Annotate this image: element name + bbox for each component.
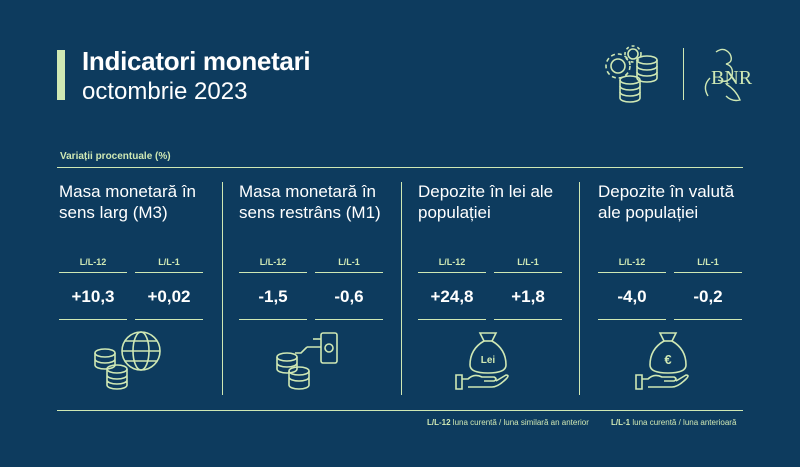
svg-text:BNR: BNR xyxy=(711,67,753,89)
metric-value: +1,8 xyxy=(494,273,562,320)
metric-value: -0,6 xyxy=(315,273,383,320)
gear-coins-icon xyxy=(605,45,658,103)
footer-note-text: luna curentă / luna anterioară xyxy=(632,418,737,427)
metric-label: L/L-1 xyxy=(315,257,383,273)
column-divider xyxy=(579,182,580,395)
top-divider xyxy=(57,167,743,168)
metric-label: L/L-1 xyxy=(674,257,742,273)
metric-mom: L/L-1 -0,2 xyxy=(674,257,742,320)
indicator-m1: Masa monetară în sens restrâns (M1) L/L-… xyxy=(239,181,399,390)
logo-separator xyxy=(683,48,684,100)
footer-note-text: luna curentă / luna similară an anterior xyxy=(452,418,589,427)
footer-note-yoy: L/L-12 luna curentă / luna similară an a… xyxy=(427,418,589,427)
title-accent-bar xyxy=(57,50,65,100)
indicator-title: Masa monetară în sens restrâns (M1) xyxy=(239,182,381,222)
indicator-title: Masa monetară în sens larg (M3) xyxy=(59,182,197,222)
metric-value: +0,02 xyxy=(135,273,203,320)
page-title: Indicatori monetari xyxy=(82,46,311,76)
metric-label: L/L-12 xyxy=(598,257,666,273)
page-subtitle: octombrie 2023 xyxy=(82,78,248,105)
metric-yoy: L/L-12 +10,3 xyxy=(59,257,127,320)
footer-note-key: L/L-1 xyxy=(611,418,631,427)
indicator-lei-deposits: Depozite în lei ale populației L/L-12 +2… xyxy=(418,181,578,390)
column-divider xyxy=(401,182,402,395)
metric-label: L/L-12 xyxy=(59,257,127,273)
footer-note-mom: L/L-1 luna curentă / luna anterioară xyxy=(611,418,736,427)
metric-value: +10,3 xyxy=(59,273,127,320)
bottom-divider xyxy=(57,410,743,411)
metric-mom: L/L-1 +0,02 xyxy=(135,257,203,320)
indicator-title: Depozite în lei ale populației xyxy=(418,182,554,222)
metric-value: -0,2 xyxy=(674,273,742,320)
metric-value: -4,0 xyxy=(598,273,666,320)
metric-row: L/L-12 +24,8 L/L-1 +1,8 xyxy=(418,257,578,320)
bnr-monogram-logo: BNR xyxy=(704,48,753,102)
metric-label: L/L-12 xyxy=(239,257,307,273)
metric-row: L/L-12 +10,3 L/L-1 +0,02 xyxy=(59,257,219,320)
metric-value: +24,8 xyxy=(418,273,486,320)
metric-row: L/L-12 -1,5 L/L-1 -0,6 xyxy=(239,257,399,320)
indicator-title: Depozite în valută ale populației xyxy=(598,182,735,222)
column-divider xyxy=(222,182,223,395)
metric-yoy: L/L-12 -1,5 xyxy=(239,257,307,320)
metric-label: L/L-12 xyxy=(418,257,486,273)
coins-cash-hand-icon xyxy=(276,332,338,390)
metric-yoy: L/L-12 +24,8 xyxy=(418,257,486,320)
metric-label: L/L-1 xyxy=(135,257,203,273)
metric-row: L/L-12 -4,0 L/L-1 -0,2 xyxy=(598,257,758,320)
logo-area: BNR xyxy=(605,45,753,103)
footer-note-key: L/L-12 xyxy=(427,418,451,427)
indicator-m3: Masa monetară în sens larg (M3) L/L-12 +… xyxy=(59,181,219,390)
svg-text:€: € xyxy=(664,352,671,367)
svg-text:Lei: Lei xyxy=(481,355,496,366)
globe-coins-icon xyxy=(94,331,161,390)
section-label: Variații procentuale (%) xyxy=(60,151,171,162)
euro-bag-hand-icon: € xyxy=(635,332,689,390)
metric-mom: L/L-1 -0,6 xyxy=(315,257,383,320)
metric-label: L/L-1 xyxy=(494,257,562,273)
metric-yoy: L/L-12 -4,0 xyxy=(598,257,666,320)
metric-mom: L/L-1 +1,8 xyxy=(494,257,562,320)
indicator-fx-deposits: Depozite în valută ale populației L/L-12… xyxy=(598,181,758,390)
lei-bag-hand-icon: Lei xyxy=(455,332,509,390)
metric-value: -1,5 xyxy=(239,273,307,320)
